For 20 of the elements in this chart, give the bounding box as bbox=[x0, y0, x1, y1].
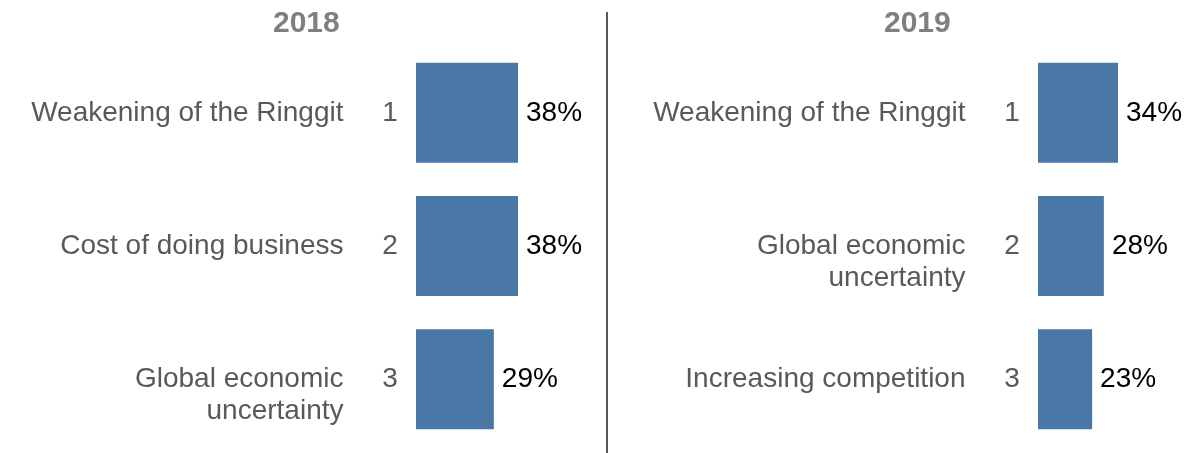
y-tick-label: Weakening of the Ringgit bbox=[653, 95, 966, 127]
y-tick-label: Increasing competition bbox=[685, 362, 966, 394]
y-tick-label: Global economic uncertainty bbox=[756, 229, 966, 292]
text: 2 bbox=[382, 229, 398, 260]
chart-title: 2019 bbox=[883, 5, 951, 38]
chart-title: 2018 bbox=[272, 5, 340, 38]
y-tick-label: Weakening of the Ringgit bbox=[31, 95, 344, 127]
text: 1 bbox=[1004, 95, 1020, 127]
data-label: 28% bbox=[1111, 229, 1168, 260]
text: 1 bbox=[382, 95, 398, 127]
text: 2 bbox=[1004, 229, 1020, 260]
text: 3 bbox=[382, 362, 398, 394]
data-label: 23% bbox=[1100, 362, 1157, 394]
y-tick-label: Global economic uncertainty bbox=[134, 362, 344, 426]
data-label: 38% bbox=[526, 229, 583, 260]
data-label: 29% bbox=[501, 362, 558, 394]
data-label: 38% bbox=[526, 95, 583, 127]
text: 3 bbox=[1004, 362, 1020, 394]
data-label: 34% bbox=[1126, 95, 1183, 127]
y-tick-label: Cost of doing business bbox=[60, 229, 344, 260]
